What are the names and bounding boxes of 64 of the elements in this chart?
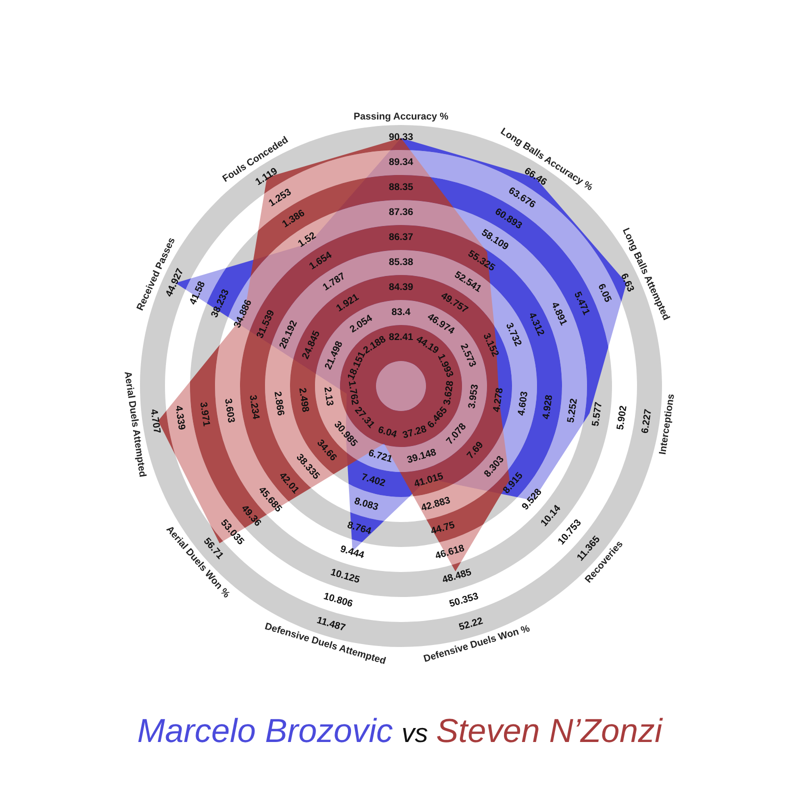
text: 44.19 [416,335,440,354]
text: 89.34 [389,158,414,166]
text: 4.603 [517,391,528,416]
text: 9.444 [340,545,365,558]
text: 2.498 [299,388,310,412]
text: 42.883 [420,496,450,512]
text: 3.732 [506,322,522,346]
text: 48.485 [442,568,472,584]
text: 6.63 [620,272,635,292]
text: Marcelo Brozovic [138,718,393,742]
text: 7.402 [361,473,386,486]
text: 90.33 [389,133,413,140]
text: 6.227 [641,409,652,434]
text: 3.628 [443,380,454,406]
text: 44.75 [430,521,455,534]
text: 2.573 [460,342,477,368]
text: 83.4 [392,308,410,316]
text: 41.015 [413,472,444,488]
text: 1.993 [438,354,454,378]
text: 3.152 [483,332,500,357]
text: 4.339 [175,405,186,430]
text: 41.58 [188,280,205,306]
text: 5.577 [592,402,602,426]
text: 46.618 [434,544,465,560]
text: 87.36 [389,208,413,216]
text: 5.471 [574,291,590,316]
text: 4.278 [492,388,503,412]
text: 86.37 [389,233,413,240]
text: 1.52 [297,232,316,248]
text: 6.05 [598,283,612,303]
text: 3.234 [250,394,260,420]
text: 3.953 [468,384,478,409]
text: 6.721 [368,449,393,462]
text: 2.13 [324,386,334,406]
text: 10.806 [324,592,354,608]
text: 1.762 [348,380,359,405]
text: 8.764 [347,521,372,534]
text: 84.39 [389,283,413,290]
text: 39.148 [406,448,436,464]
text: 3.603 [224,398,236,423]
text: 5.252 [566,398,577,423]
spoke-label: Interceptions [658,394,676,454]
text: 5.902 [616,406,626,430]
text: 4.928 [542,394,552,420]
text: 10.125 [330,568,360,584]
text: 44.927 [164,268,184,298]
text: 85.38 [389,258,413,266]
spoke-label: Passing Accuracy % [354,112,448,122]
text: vs [403,728,428,742]
text: 11.487 [316,616,346,631]
text: 50.353 [448,592,479,608]
text: 52.22 [458,617,484,630]
text: 4.707 [150,408,161,434]
text: 88.35 [389,183,413,190]
text: Steven N’Zonzi [437,718,663,742]
text: 4.312 [528,312,545,336]
text: 37.28 [402,425,427,438]
text: 3.971 [200,402,210,426]
spoke-label: Aerial Duels Attempted [122,371,147,478]
text: 6.04 [378,426,398,438]
text: 82.41 [389,333,413,340]
text: 8.083 [354,497,379,510]
text: 4.891 [551,301,568,326]
text: 2.866 [274,391,285,416]
